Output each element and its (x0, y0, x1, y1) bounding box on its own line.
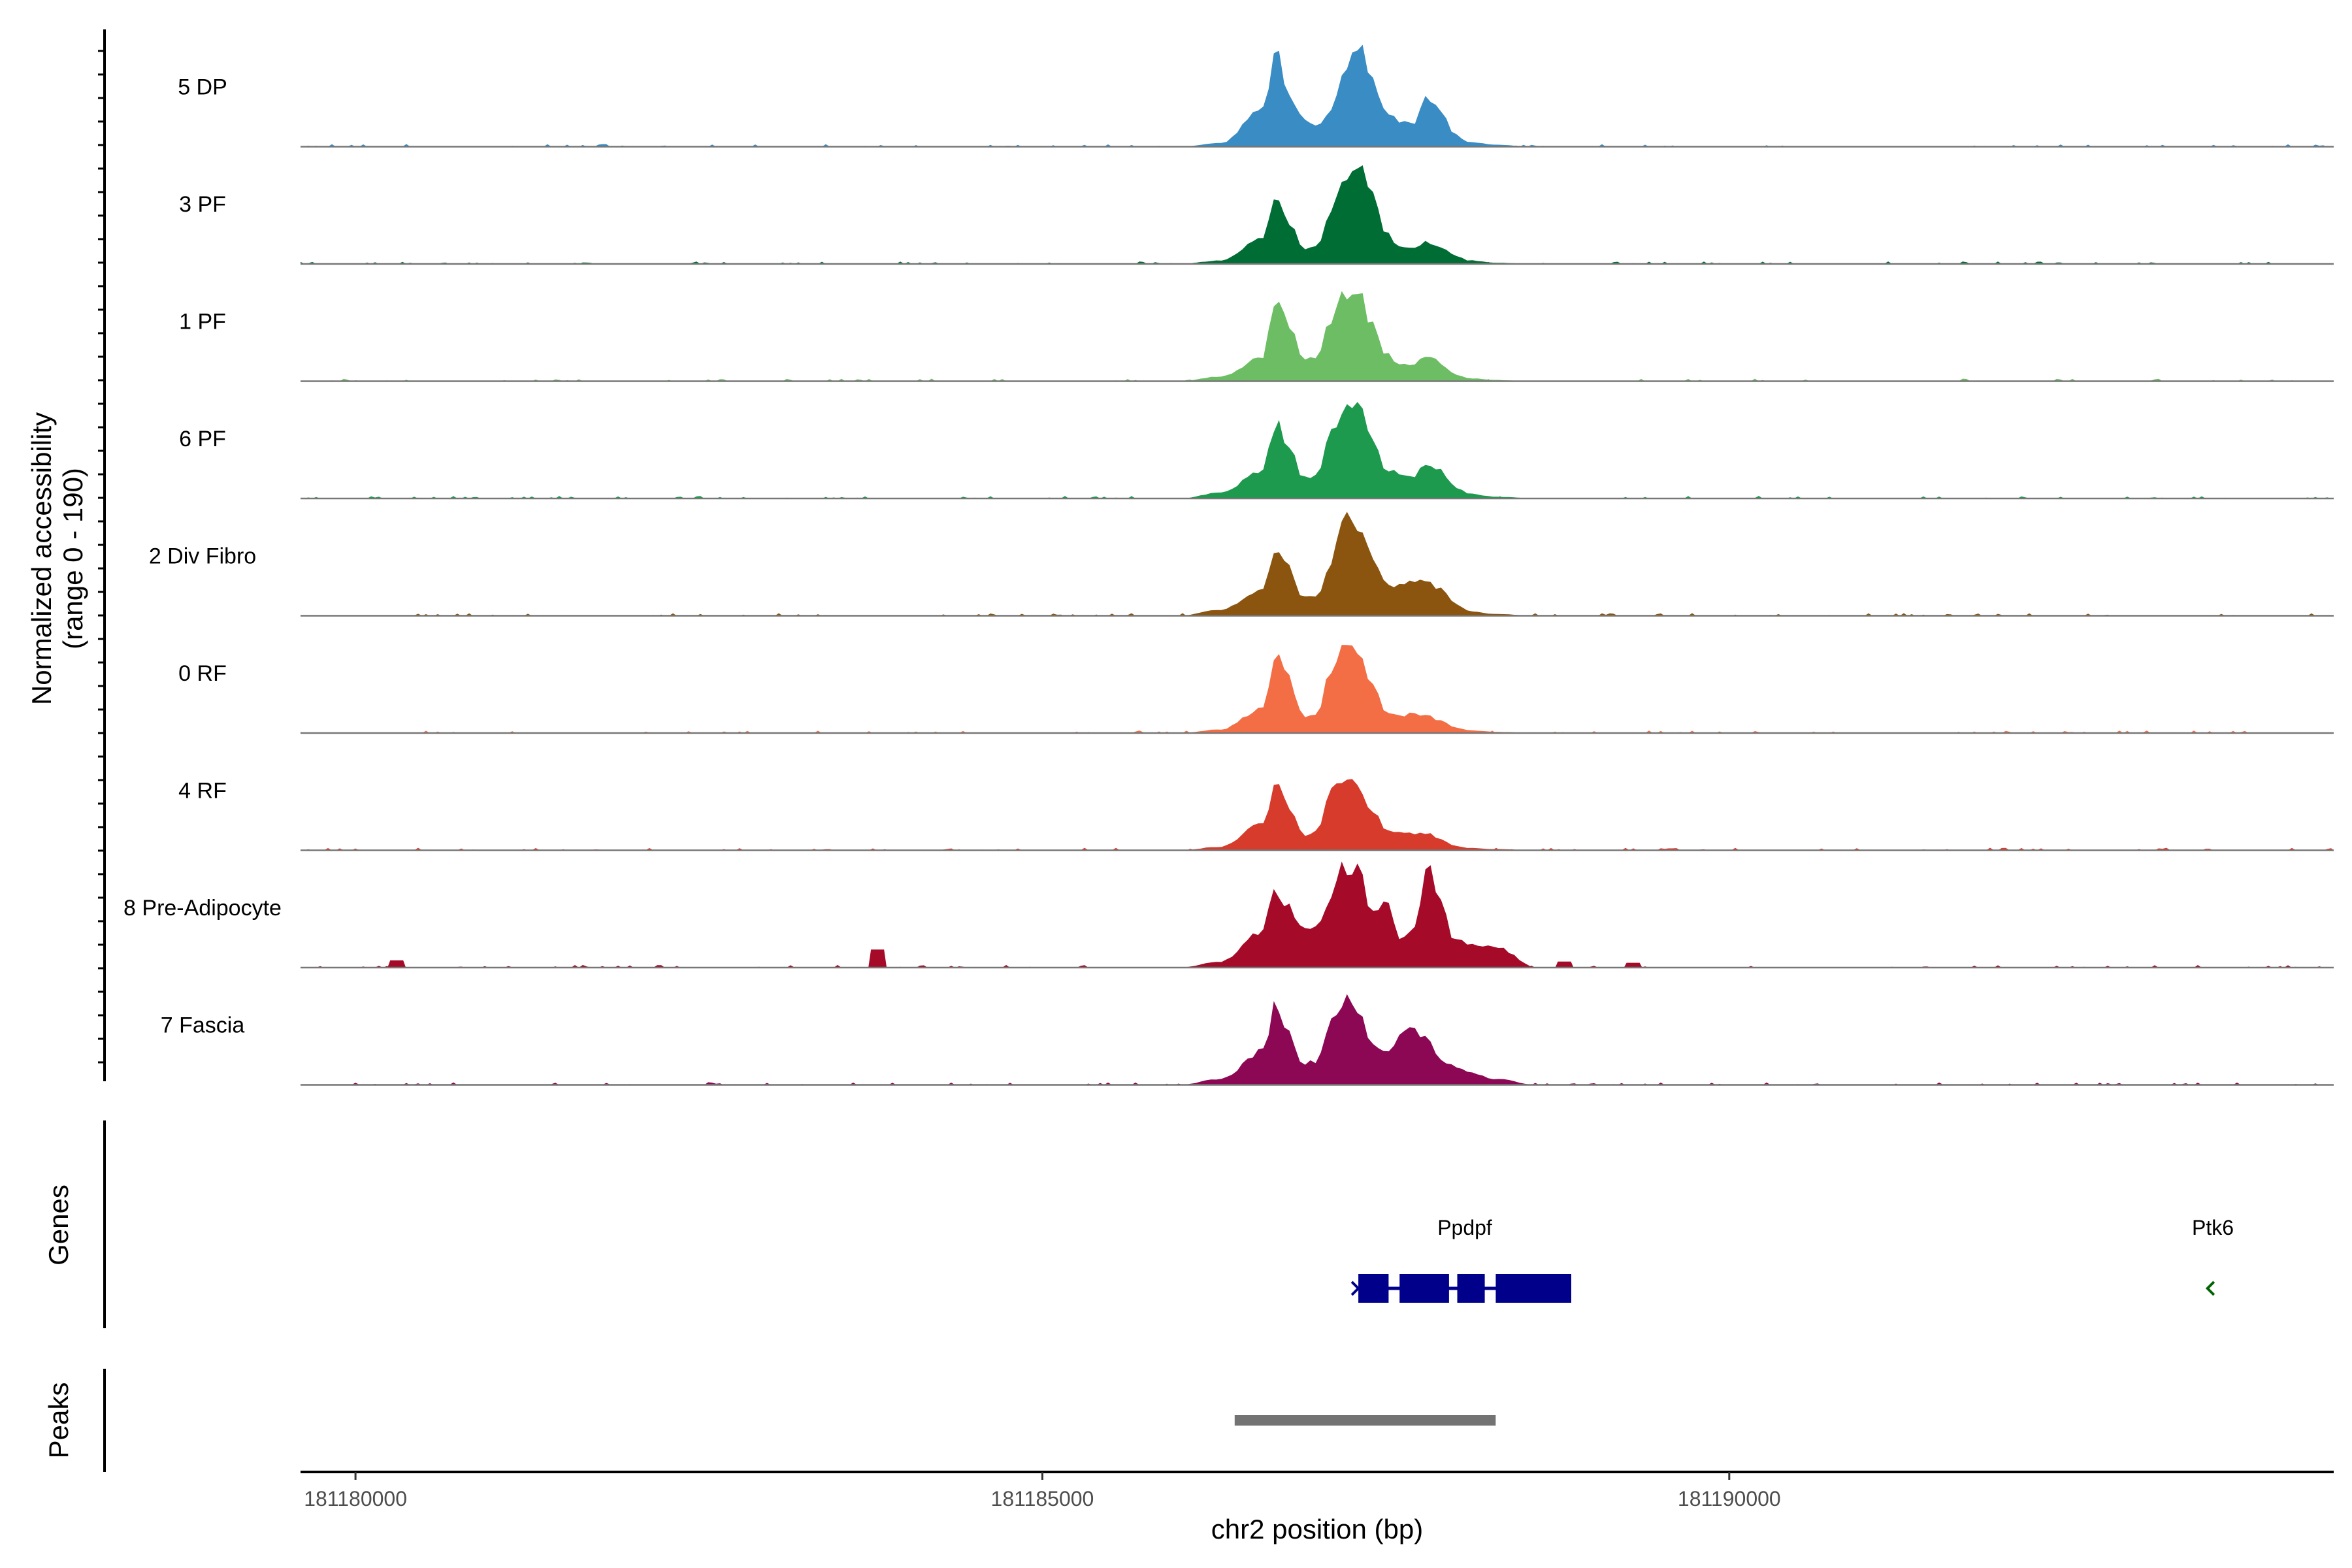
x-axis-title: chr2 position (bp) (1211, 1514, 1424, 1544)
coverage-blip (1624, 962, 1642, 968)
gene-label: Ptk6 (2192, 1216, 2234, 1239)
peaks-track-title: Peaks (43, 1382, 74, 1459)
coverage-blip (868, 949, 887, 968)
track-label: 0 RF (178, 661, 227, 686)
gene-exon (1457, 1274, 1485, 1303)
coverage-area (1179, 165, 1537, 264)
y-axis-range-label: (range 0 - 190) (57, 468, 88, 649)
x-axis-ticks: 181180000 181185000 181190000 (304, 1472, 1781, 1511)
coverage-area (1179, 44, 1537, 147)
track-5: 2 Div Fibro (149, 512, 2334, 617)
gene-exon (1358, 1274, 1389, 1303)
strand-arrow-icon (1350, 1281, 1360, 1296)
track-label: 7 Fascia (161, 1013, 245, 1038)
track-1: 5 DP (178, 44, 2334, 148)
coverage-blip (1555, 961, 1574, 968)
peak-region (1234, 1415, 1496, 1426)
genes-track: Ppdpf Ptk6 (1350, 1216, 2234, 1303)
x-tick-label: 181180000 (304, 1487, 407, 1511)
coverage-area (1179, 994, 1537, 1085)
coverage-area (1179, 512, 1537, 616)
coverage-area (1179, 779, 1537, 851)
track-6: 0 RF (178, 645, 2334, 734)
coverage-y-ticks (98, 50, 105, 1064)
track-label: 8 Pre-Adipocyte (123, 896, 282, 921)
coverage-area (1179, 645, 1537, 733)
track-7: 4 RF (178, 779, 2334, 851)
x-tick-label: 181190000 (1678, 1487, 1781, 1511)
x-tick-label: 181185000 (991, 1487, 1094, 1511)
y-axis-title: Normalized accessibility (26, 412, 57, 705)
track-label: 4 RF (178, 779, 227, 804)
track-label: 1 PF (179, 310, 226, 335)
gene-exon (1399, 1274, 1449, 1303)
track-label: 2 Div Fibro (149, 544, 256, 569)
coverage-area (1179, 861, 1537, 968)
track-label: 5 DP (178, 75, 227, 100)
coverage-area (1179, 291, 1537, 382)
track-label: 6 PF (179, 427, 226, 451)
coverage-blip (387, 960, 406, 968)
track-label: 3 PF (179, 192, 226, 217)
peaks-track (1234, 1415, 1496, 1426)
gene-ptk6: Ptk6 (2192, 1216, 2234, 1296)
gene-label: Ppdpf (1437, 1216, 1492, 1239)
track-4: 6 PF (179, 402, 2334, 500)
track-2: 3 PF (179, 165, 2334, 265)
track-8: 8 Pre-Adipocyte (123, 861, 2334, 969)
gene-ppdpf: Ppdpf (1350, 1216, 1571, 1303)
background-signal (301, 1082, 2334, 1085)
coverage-area (1179, 402, 1537, 498)
genes-track-title: Genes (43, 1184, 74, 1266)
coverage-tracks: 5 DP 3 PF 1 PF 6 PF 2 Div Fibro 0 RF 4 RF 8 Pre… (123, 44, 2334, 1086)
track-3: 1 PF (179, 291, 2334, 382)
strand-arrow-icon (2205, 1281, 2215, 1296)
gene-exon (1495, 1274, 1571, 1303)
track-9: 7 Fascia (161, 994, 2334, 1086)
